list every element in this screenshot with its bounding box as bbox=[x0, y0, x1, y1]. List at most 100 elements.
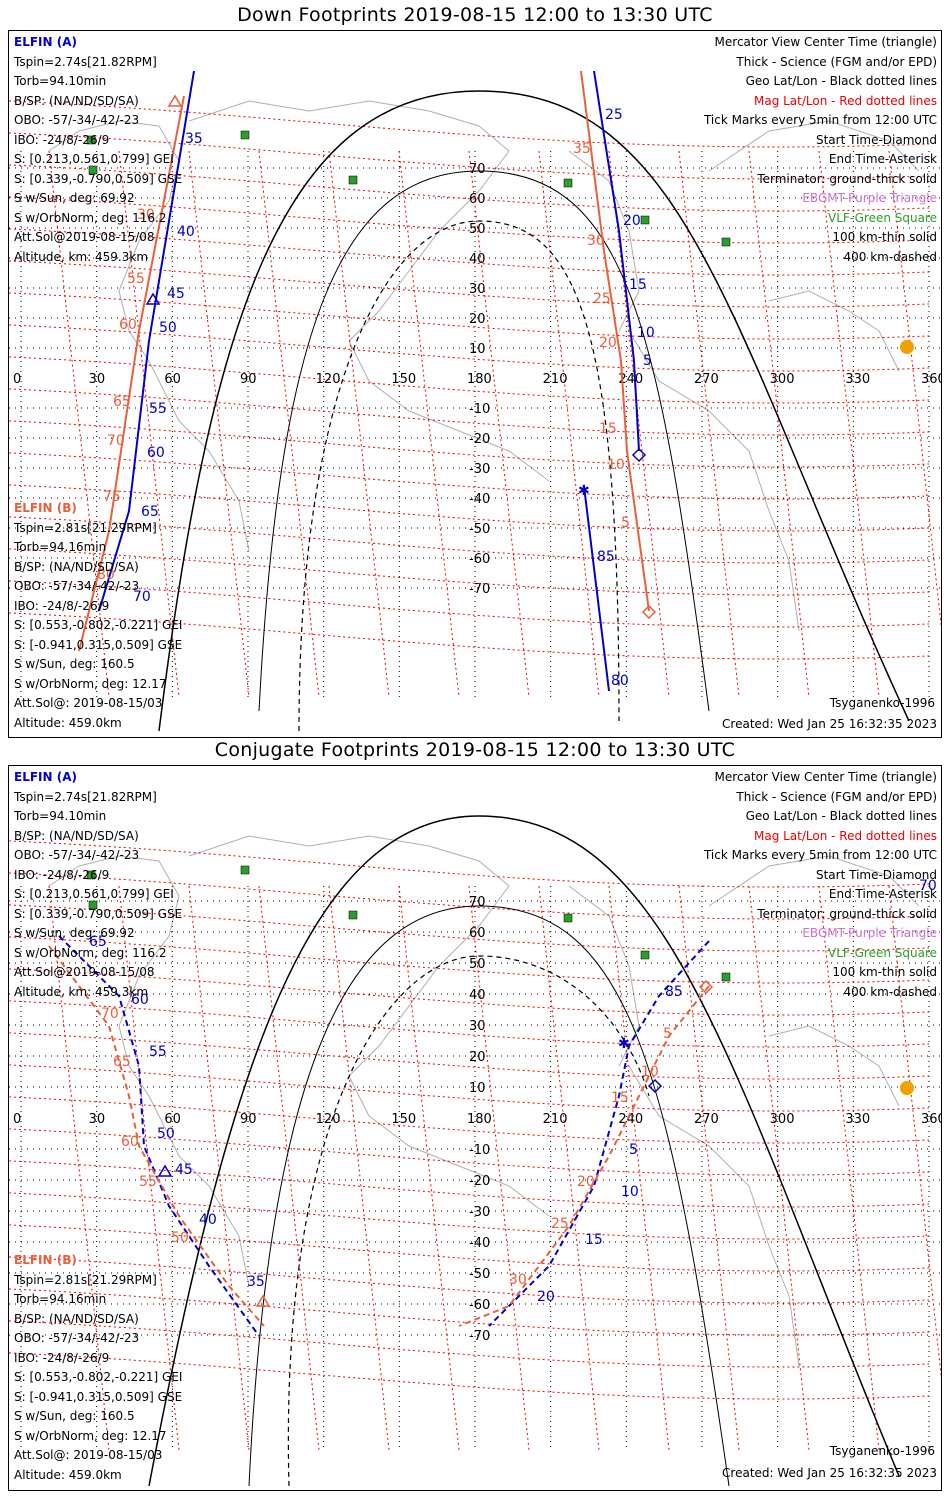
info-line: Altitude: 459.0km bbox=[14, 1467, 122, 1482]
info-line: S w/Sun, deg: 160.5 bbox=[14, 1409, 135, 1423]
legend-terminator: Terminator: ground-thick solid bbox=[757, 906, 937, 921]
lon-label: 60 bbox=[164, 372, 181, 387]
track-label-b: 65 bbox=[113, 394, 131, 410]
mag-meridian bbox=[398, 885, 460, 1451]
track-label-a: 10 bbox=[621, 1184, 639, 1200]
track-label-b: 70 bbox=[101, 1006, 119, 1022]
altitude-100km bbox=[258, 170, 710, 712]
track-label-b: 5 bbox=[621, 515, 630, 531]
lon-label: 210 bbox=[543, 1112, 568, 1127]
mag-parallel bbox=[9, 840, 930, 888]
mag-parallel bbox=[9, 196, 930, 244]
info-line: S: [0.213,0.561,0.799] GEI bbox=[14, 152, 174, 166]
vlf-square bbox=[240, 130, 250, 140]
lon-label: 270 bbox=[694, 372, 719, 387]
track-label-a: 85 bbox=[665, 984, 683, 1000]
lat-label: -30 bbox=[469, 1205, 490, 1220]
coastline bbox=[348, 340, 550, 482]
legend: Mercator View Center Time (triangle) Thi… bbox=[704, 33, 937, 267]
vlf-square bbox=[721, 237, 731, 247]
info-line: OBO: -57/-34/-42/-23 bbox=[14, 848, 140, 862]
mag-meridian bbox=[818, 150, 880, 698]
lat-label: -20 bbox=[469, 432, 490, 447]
lon-label: 0 bbox=[13, 372, 21, 387]
track-label-a: 65 bbox=[141, 504, 159, 520]
mag-parallel bbox=[9, 1352, 930, 1400]
elfin-a-lines: Tspin=2.74s[21.82RPM] Torb=94.10min B/SP: … bbox=[14, 53, 182, 268]
lat-label: -60 bbox=[469, 1298, 490, 1313]
info-line: S: [0.339,-0.790,0.509] GSE bbox=[14, 906, 183, 921]
lat-label: -30 bbox=[469, 462, 490, 477]
legend-mag: Mag Lat/Lon - Red dotted lines bbox=[753, 93, 937, 108]
track-label-a: 15 bbox=[629, 277, 647, 293]
legend-100km: 100 km-thin solid bbox=[832, 965, 937, 979]
vlf-square bbox=[88, 165, 98, 175]
track-label-b: 30 bbox=[137, 207, 155, 223]
vlf-square bbox=[721, 972, 731, 982]
legend-vlf: VLF-Green Square bbox=[828, 210, 937, 225]
track-label-b: 80 bbox=[97, 567, 115, 583]
elfin-a-header: ELFIN (A) bbox=[14, 35, 77, 49]
lat-label: 60 bbox=[469, 192, 486, 207]
mag-meridian bbox=[48, 150, 110, 698]
track-label-a: 35 bbox=[247, 1274, 265, 1290]
mag-parallel bbox=[9, 132, 930, 180]
info-line: S w/OrbNorm, deg: 116.2 bbox=[14, 210, 167, 225]
mag-meridian bbox=[468, 150, 530, 698]
mag-parallel bbox=[9, 484, 930, 532]
vlf-square bbox=[348, 910, 358, 920]
legend-end: End Time-Asterisk bbox=[828, 152, 937, 166]
lat-label: 30 bbox=[469, 1019, 486, 1034]
track-label-a: 10 bbox=[637, 325, 655, 341]
info-line: S: [0.553,-0.802,-0.221] GEI bbox=[14, 1370, 183, 1384]
mag-parallel bbox=[9, 1032, 930, 1080]
info-line: OBO: -57/-34/-42/-23 bbox=[14, 579, 140, 593]
info-line: Torb=94.10min bbox=[14, 74, 107, 88]
info-line: Att.Sol@: 2019-08-15/03 bbox=[14, 696, 163, 710]
mag-meridian bbox=[258, 885, 320, 1451]
panel-title-down: Down Footprints 2019-08-15 12:00 to 13:3… bbox=[237, 4, 713, 26]
mag-parallel bbox=[9, 580, 930, 628]
track-label-a: 85 bbox=[597, 549, 615, 565]
legend-400km: 400 km-dashed bbox=[843, 249, 937, 264]
vlf-square bbox=[563, 913, 573, 923]
mag-meridian bbox=[468, 885, 530, 1451]
lat-label: -40 bbox=[469, 1236, 490, 1251]
track-label-a: 20 bbox=[537, 1289, 555, 1305]
track-label-a: 25 bbox=[605, 107, 623, 123]
lat-label: -10 bbox=[469, 402, 490, 417]
lat-label: 10 bbox=[469, 342, 486, 357]
elfin-b-conj-track-1 bbox=[48, 945, 265, 1327]
track-label-b: 75 bbox=[103, 489, 121, 505]
mag-parallel bbox=[9, 100, 930, 148]
elfin-b-header-conj: ELFIN (B) bbox=[14, 1253, 77, 1267]
track-label-b: 20 bbox=[577, 1174, 595, 1190]
lat-label: -50 bbox=[469, 522, 490, 537]
lat-label: -10 bbox=[469, 1143, 490, 1158]
lon-label: 360 bbox=[921, 372, 941, 387]
sun-icon bbox=[900, 1081, 914, 1095]
legend-end: End Time-Asterisk bbox=[828, 887, 937, 901]
track-label-a: 40 bbox=[199, 1212, 217, 1228]
info-line: S: [0.213,0.561,0.799] GEI bbox=[14, 887, 174, 901]
mag-parallel bbox=[9, 548, 930, 596]
lat-label: -40 bbox=[469, 492, 490, 507]
track-label-a: 55 bbox=[149, 401, 167, 417]
info-line: Altitude, km: 459.3km bbox=[14, 984, 149, 999]
lon-label: 150 bbox=[391, 1112, 416, 1127]
info-line: S w/OrbNorm, deg: 12.17 bbox=[14, 1428, 167, 1443]
info-line: Tspin=2.81s[21.29RPM] bbox=[14, 1272, 157, 1287]
track-label-a: 5 bbox=[643, 353, 652, 369]
track-label-b: 70 bbox=[107, 433, 125, 449]
track-label-b: 20 bbox=[599, 335, 617, 351]
vlf-square bbox=[88, 900, 98, 910]
mag-parallel bbox=[9, 1160, 930, 1208]
created-label: Created: Wed Jan 25 16:32:35 2023 bbox=[722, 717, 937, 731]
mag-parallel bbox=[9, 260, 930, 308]
track-label-a: 55 bbox=[149, 1044, 167, 1060]
elfin-a-track-1 bbox=[98, 70, 195, 612]
conjugate-footprints-panel: 0306090120150180210240270300330360706050… bbox=[8, 765, 942, 1491]
altitude-400km bbox=[287, 955, 650, 1487]
info-line: S w/OrbNorm, deg: 116.2 bbox=[14, 945, 167, 960]
legend-ebgmt: EBGMT-Purple Triangle bbox=[802, 926, 937, 940]
